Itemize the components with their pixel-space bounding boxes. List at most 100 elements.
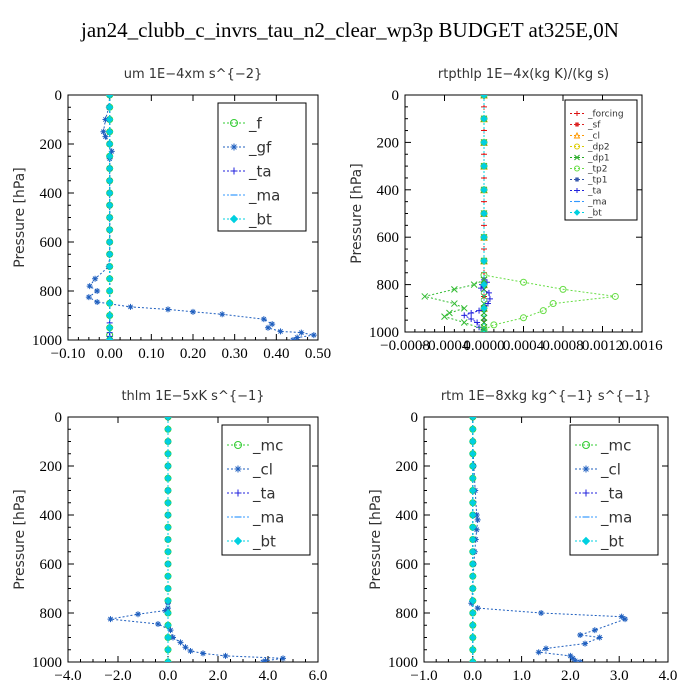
data-point (102, 133, 109, 140)
data-point (469, 584, 477, 593)
legend-label: _forcing (587, 110, 624, 120)
data-point (164, 474, 172, 482)
data-point (473, 512, 480, 518)
x-tick-label: 0.30 (222, 346, 248, 362)
data-point (480, 114, 488, 123)
legend-marker (234, 489, 242, 497)
x-tick-label: 2.0 (209, 668, 228, 684)
data-point (164, 523, 172, 531)
data-point (549, 300, 557, 308)
y-tick-label: 400 (396, 508, 419, 524)
data-point (105, 287, 114, 295)
y-tick-label: 200 (40, 459, 63, 475)
legend: _mc _cl _ta _ma _bt (569, 424, 659, 556)
data-point (480, 257, 488, 265)
data-point (277, 328, 284, 335)
data-point (622, 616, 629, 623)
legend: _forcing_sf_cl_dp2_dp1_tp2_tp1_ta_ma_bt (564, 99, 638, 221)
data-point (164, 417, 172, 421)
legend-marker (582, 465, 590, 473)
data-point (480, 209, 488, 218)
data-point (474, 516, 481, 523)
data-point (105, 152, 114, 160)
data-point (485, 289, 492, 296)
data-point (260, 659, 266, 662)
x-tick-label: 0.0 (463, 668, 482, 684)
data-point (262, 657, 269, 662)
y-tick-label: 800 (396, 606, 419, 622)
data-point (474, 319, 481, 326)
panel-title: um 1E−4xm s^{−2} (124, 67, 263, 82)
legend-label: _tp2 (587, 165, 607, 175)
data-point (105, 311, 114, 320)
data-point (520, 278, 527, 286)
x-tick-label: 0.50 (305, 346, 331, 362)
y-tick-label: 1000 (388, 655, 418, 671)
data-point (105, 164, 114, 173)
y-tick-label: 400 (377, 183, 400, 199)
legend-marker (233, 536, 243, 546)
data-point (478, 285, 485, 292)
data-point (469, 425, 477, 433)
data-point (469, 511, 477, 519)
data-point (92, 275, 99, 282)
data-point (468, 315, 475, 322)
data-point (451, 300, 458, 307)
y-tick-label: 200 (396, 459, 419, 475)
data-point (469, 597, 477, 605)
legend-box (221, 424, 311, 556)
data-point (105, 213, 114, 222)
legend-marker (581, 536, 591, 546)
y-tick-label: 600 (40, 557, 63, 573)
x-tick-label: 0.40 (263, 346, 289, 362)
y-tick-label: 400 (40, 186, 63, 202)
legend-label: _ta (587, 187, 602, 197)
data-point (421, 293, 429, 300)
data-point (476, 307, 483, 314)
data-point (105, 140, 114, 148)
data-point (164, 535, 172, 544)
data-point (480, 162, 488, 170)
data-point (164, 597, 172, 605)
legend-marker (582, 441, 590, 449)
legend-label: _dp1 (587, 154, 610, 164)
y-tick-label: 0 (392, 88, 400, 104)
panel-title: rtm 1E−8xkg kg^{−1} s^{−1} (441, 389, 651, 404)
data-point (469, 523, 477, 531)
legend-marker (574, 165, 580, 172)
y-tick-label: 800 (40, 284, 63, 300)
x-tick-label: 0.0016 (621, 338, 663, 354)
panel-title: thlm 1E−5xK s^{−1} (121, 389, 264, 404)
chart-panel-3: thlm 1E−5xK s^{−1} −4.0 −2.0 0.0 2.0 4.0 6.0 0 2… (12, 389, 327, 684)
data-point (177, 639, 184, 646)
data-point (470, 281, 478, 288)
chart-panel-2: rtpthlp 1E−4x(kg K)/(kg s) −0.0008−0.0004… (349, 67, 663, 354)
x-tick-label: 0.00 (97, 346, 123, 362)
data-point (219, 311, 226, 318)
data-point (164, 462, 172, 470)
legend-label: _bt (248, 210, 272, 229)
data-point (105, 201, 114, 209)
data-point (460, 304, 468, 312)
data-point (486, 295, 493, 302)
data-point (480, 326, 488, 332)
data-point (105, 275, 114, 283)
legend-label: _ma (252, 508, 284, 527)
legend-label: _ma (600, 508, 632, 527)
data-point (105, 336, 114, 340)
x-tick-label: 0.0 (159, 668, 178, 684)
legend-label: _ta (252, 484, 276, 503)
data-point (94, 299, 101, 306)
data-point (164, 450, 172, 458)
legend-label: _bt (600, 532, 624, 551)
legend-label: _sf (587, 121, 601, 131)
y-axis-label: Pressure [hPa] (349, 163, 365, 263)
x-tick-label: 6.0 (309, 668, 328, 684)
legend-marker (573, 209, 581, 216)
legend-label: _dp2 (587, 143, 610, 153)
chart-panel-1: um 1E−4xm s^{−2} −0.10 0.00 0.10 0.20 0.30 0.4… (12, 67, 331, 362)
data-point (441, 313, 448, 320)
data-point (269, 321, 276, 328)
legend-marker (573, 131, 581, 139)
